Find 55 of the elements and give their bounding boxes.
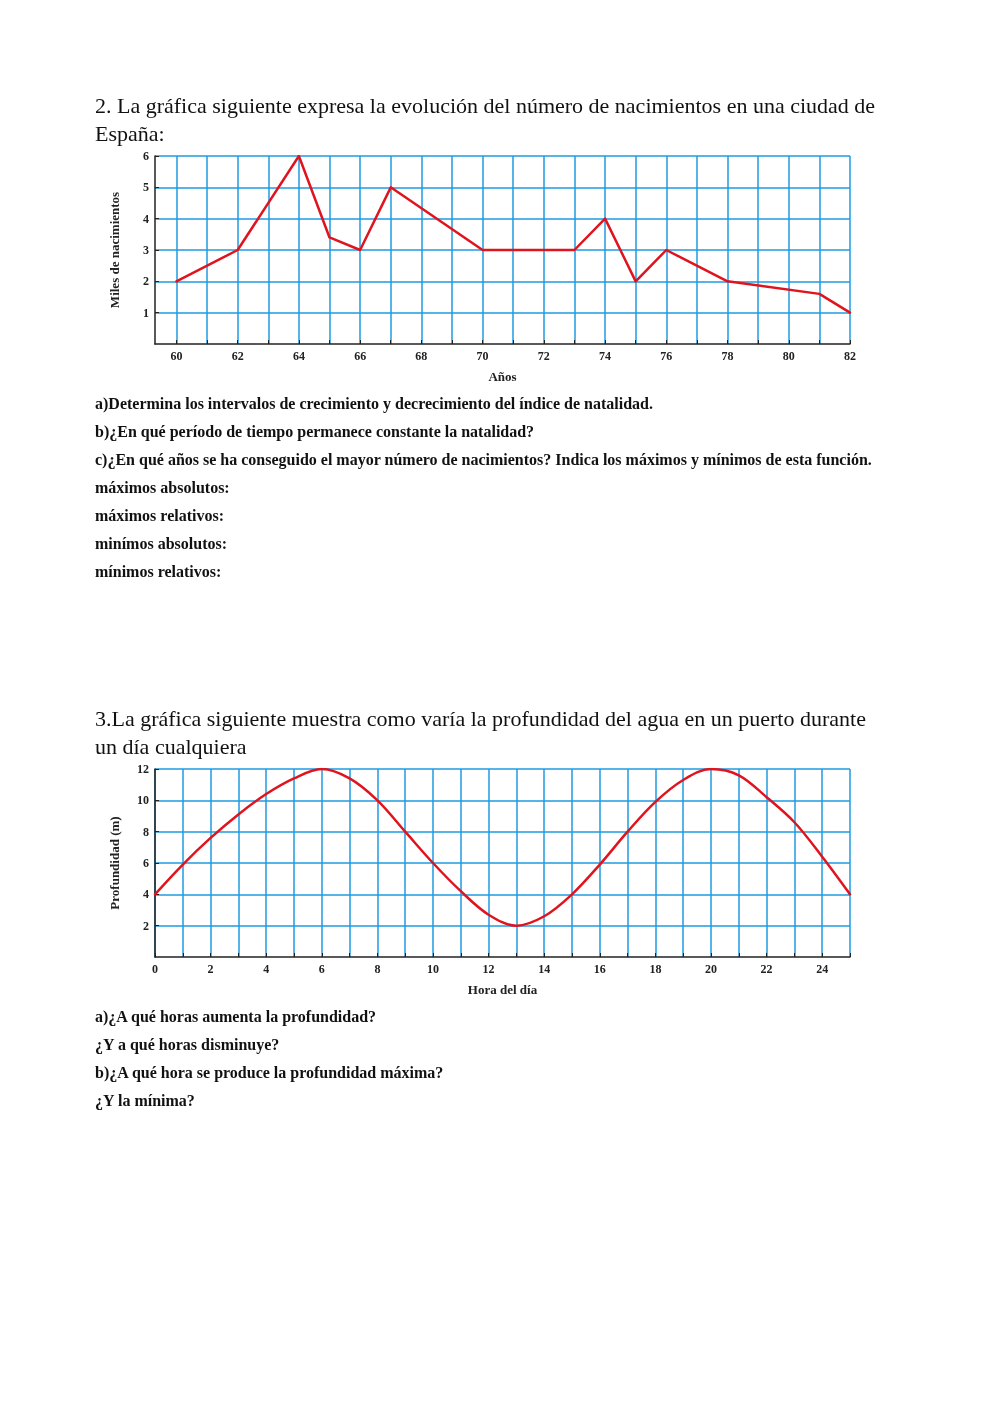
x-tick-label: 68 <box>415 349 428 363</box>
y-tick-label: 2 <box>143 918 149 933</box>
y-tick-label: 1 <box>143 305 149 320</box>
text: a)¿A qué horas aumenta la profundidad? <box>95 1007 378 1028</box>
x-tick-label: 74 <box>599 349 612 363</box>
x-tick-label: 12 <box>482 962 495 976</box>
x-tick-label: 2 <box>207 962 214 976</box>
text: c)¿En qué años se ha conseguido el mayor número de nacimientos? Indica los máximos y mínimos de esta función. <box>95 450 873 471</box>
x-tick-label: 70 <box>476 349 489 363</box>
y-tick-label: 3 <box>143 243 149 257</box>
x-tick-label: 10 <box>427 962 439 976</box>
x-tick-label: 78 <box>721 349 734 363</box>
y-tick-label: 6 <box>143 149 149 163</box>
x-axis-title: Años <box>488 369 517 384</box>
y-tick-label: 6 <box>143 856 149 870</box>
text: ¿Y la mínima? <box>95 1091 196 1112</box>
text: ¿Y a qué horas disminuye? <box>95 1035 281 1056</box>
x-tick-label: 22 <box>760 962 773 976</box>
y-tick-label: 2 <box>143 274 149 289</box>
y-tick-label: 12 <box>137 762 149 776</box>
text: máximos relativos: <box>95 506 225 526</box>
text: a)Determina los intervalos de crecimiento y decrecimiento del índice de natalidad. <box>95 394 654 415</box>
x-tick-label: 62 <box>231 349 244 363</box>
x-axis-title: Hora del día <box>467 982 538 997</box>
y-tick-label: 4 <box>143 887 149 902</box>
y-tick-label: 5 <box>143 180 149 195</box>
x-tick-label: 76 <box>660 349 673 363</box>
x-tick-label: 0 <box>152 962 158 976</box>
x-tick-label: 60 <box>170 349 183 363</box>
chart-title: 3.La gráfica siguiente muestra como varía la profundidad del agua en un puerto durante un día cualquiera <box>95 705 867 761</box>
text: b)¿A qué hora se produce la profundidad máxima? <box>95 1063 445 1084</box>
chart-title: 2. La gráfica siguiente expresa la evolución del número de nacimientos en una ciudad de España: <box>95 92 877 148</box>
x-tick-label: 82 <box>844 349 856 363</box>
x-tick-label: 24 <box>816 962 829 976</box>
y-axis-title: Miles de nacimientos <box>107 191 122 309</box>
x-tick-label: 14 <box>538 962 551 976</box>
y-tick-label: 10 <box>137 793 149 808</box>
x-tick-label: 20 <box>705 962 717 976</box>
x-tick-label: 8 <box>374 962 381 976</box>
y-tick-label: 4 <box>143 211 149 226</box>
x-tick-label: 6 <box>318 962 325 976</box>
y-tick-label: 8 <box>143 824 149 839</box>
x-tick-label: 16 <box>593 962 606 976</box>
text: b)¿En qué período de tiempo permanece constante la natalidad? <box>95 422 536 443</box>
text: minímos absolutos: <box>95 534 229 554</box>
y-axis-title: Profundidad (m) <box>107 816 122 910</box>
x-tick-label: 18 <box>649 962 662 976</box>
line-series <box>175 154 852 314</box>
x-tick-label: 72 <box>537 349 550 363</box>
text: mínimos relativos: <box>95 562 223 582</box>
x-tick-label: 4 <box>263 962 270 976</box>
x-tick-label: 66 <box>354 349 367 363</box>
x-tick-label: 80 <box>782 349 795 363</box>
x-tick-label: 64 <box>292 349 305 363</box>
text: máximos absolutos: <box>95 478 231 498</box>
